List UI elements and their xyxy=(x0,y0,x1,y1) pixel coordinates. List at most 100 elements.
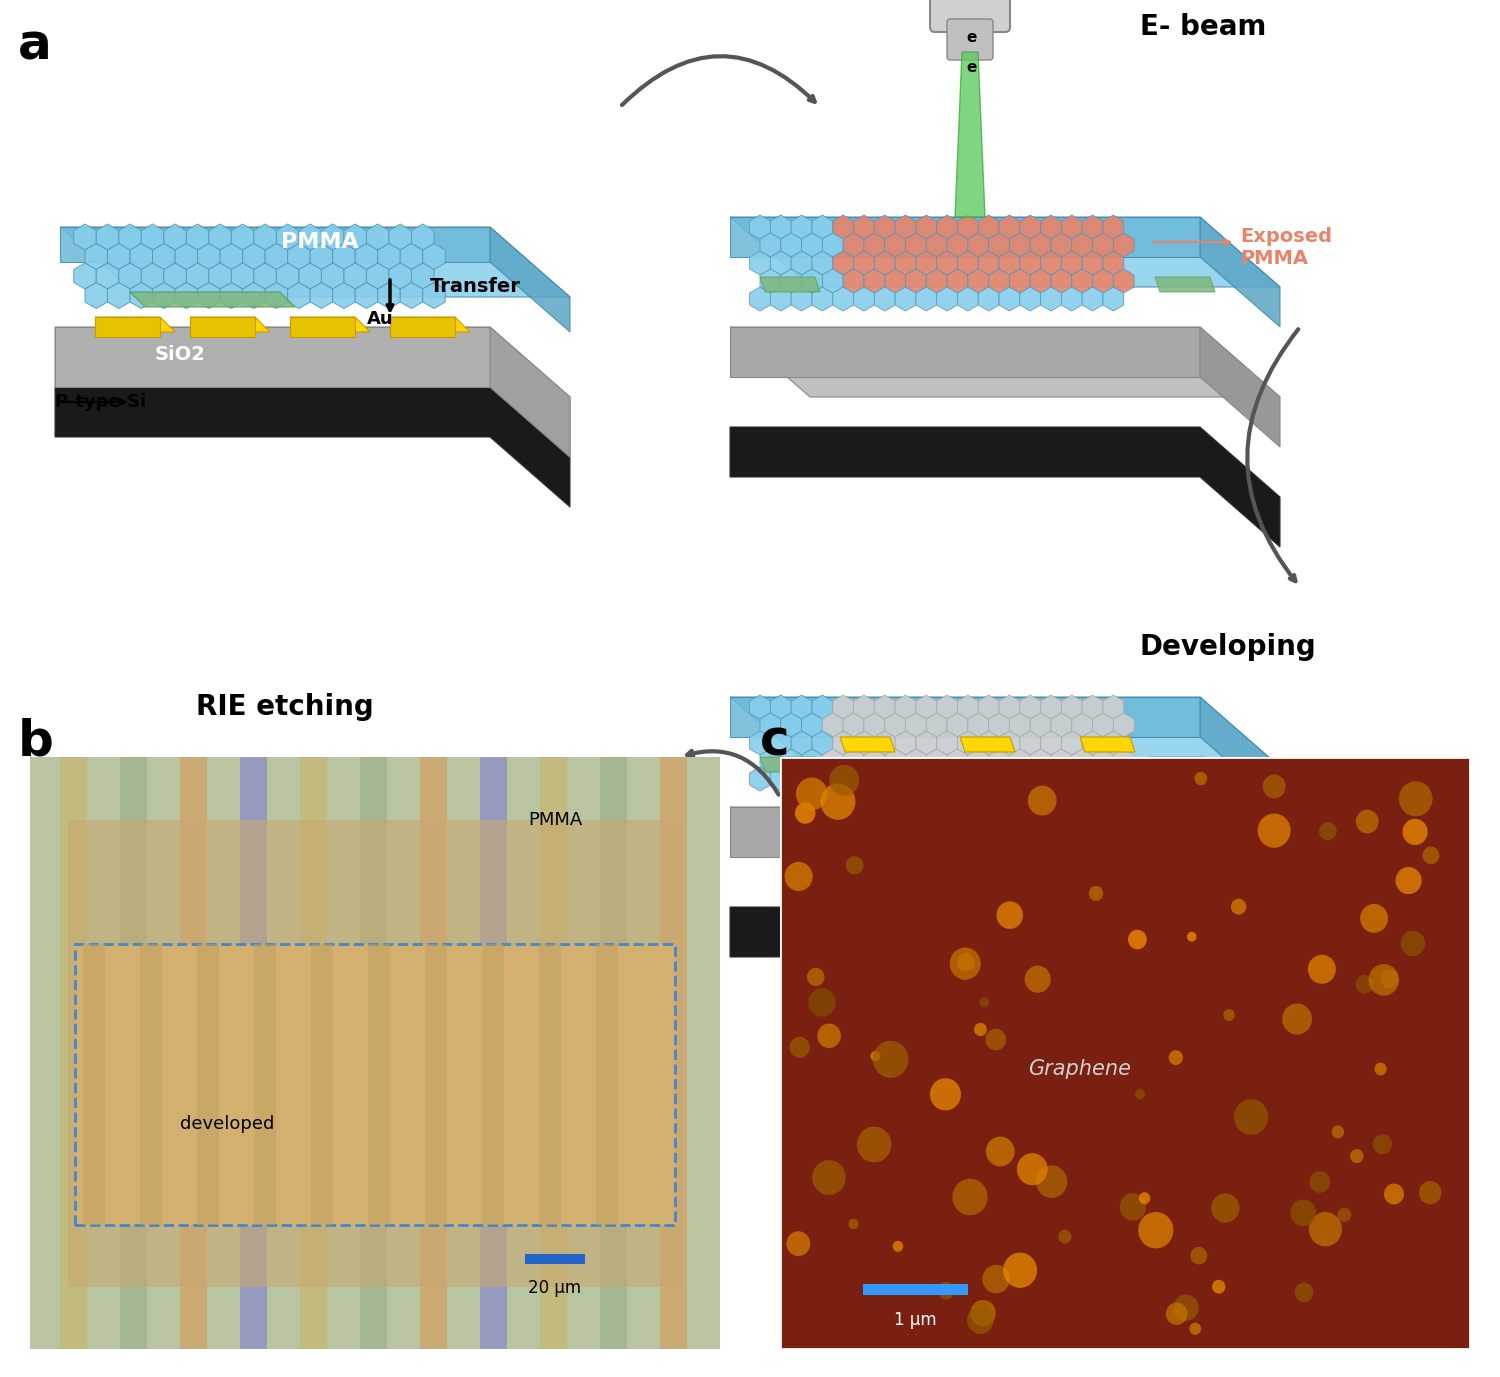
Circle shape xyxy=(812,1161,846,1195)
Circle shape xyxy=(938,1282,954,1300)
Polygon shape xyxy=(290,317,370,332)
Circle shape xyxy=(1089,885,1102,901)
Polygon shape xyxy=(730,697,1280,767)
Text: PMMA: PMMA xyxy=(528,811,582,829)
Circle shape xyxy=(796,778,828,810)
Text: Graphene: Graphene xyxy=(1029,1059,1131,1080)
Circle shape xyxy=(1374,1063,1386,1075)
Bar xyxy=(420,757,447,1349)
Circle shape xyxy=(1004,1253,1036,1287)
Polygon shape xyxy=(730,326,1200,377)
Circle shape xyxy=(1310,1212,1342,1246)
Polygon shape xyxy=(64,772,203,789)
Polygon shape xyxy=(1155,277,1215,292)
Bar xyxy=(75,945,675,1224)
Bar xyxy=(82,945,105,1224)
Text: P-type Si: P-type Si xyxy=(56,392,146,410)
Text: b: b xyxy=(18,717,54,766)
Circle shape xyxy=(892,1241,903,1252)
Bar xyxy=(660,757,687,1349)
Polygon shape xyxy=(130,292,296,307)
Circle shape xyxy=(873,1041,909,1078)
Circle shape xyxy=(1190,1323,1202,1334)
Circle shape xyxy=(1368,964,1400,996)
Text: c: c xyxy=(760,717,789,766)
Polygon shape xyxy=(56,326,570,457)
Polygon shape xyxy=(1150,757,1210,772)
Circle shape xyxy=(1360,903,1388,932)
Polygon shape xyxy=(490,227,570,332)
Text: E- beam: E- beam xyxy=(1140,12,1266,41)
Polygon shape xyxy=(730,218,1280,286)
Bar xyxy=(310,945,333,1224)
Polygon shape xyxy=(760,757,820,772)
Polygon shape xyxy=(375,772,513,789)
Text: Exposed
PMMA: Exposed PMMA xyxy=(1240,226,1332,267)
Circle shape xyxy=(1401,931,1425,956)
Polygon shape xyxy=(290,317,356,337)
Text: e: e xyxy=(968,59,976,74)
Bar xyxy=(482,945,504,1224)
Circle shape xyxy=(846,856,864,874)
Polygon shape xyxy=(375,772,495,797)
Circle shape xyxy=(1308,954,1336,983)
Polygon shape xyxy=(1200,326,1280,448)
Circle shape xyxy=(818,1023,842,1048)
Circle shape xyxy=(830,764,860,796)
Polygon shape xyxy=(390,317,454,337)
Text: Transfer: Transfer xyxy=(430,278,520,296)
Polygon shape xyxy=(484,807,555,923)
Circle shape xyxy=(1232,899,1246,914)
Polygon shape xyxy=(1080,737,1136,752)
Text: a: a xyxy=(18,22,51,70)
Circle shape xyxy=(986,1029,1006,1051)
Circle shape xyxy=(1234,1099,1268,1135)
Circle shape xyxy=(1059,1230,1071,1243)
Circle shape xyxy=(1422,847,1440,865)
Circle shape xyxy=(1168,1051,1184,1064)
Circle shape xyxy=(1290,1199,1316,1227)
Text: 1 μm: 1 μm xyxy=(894,1311,936,1329)
Circle shape xyxy=(930,1078,962,1110)
Bar xyxy=(196,945,219,1224)
Circle shape xyxy=(1036,1165,1066,1198)
Circle shape xyxy=(1380,969,1398,989)
Text: 20 μm: 20 μm xyxy=(528,1279,582,1297)
Circle shape xyxy=(1028,786,1056,815)
Circle shape xyxy=(1282,1004,1312,1034)
Circle shape xyxy=(974,1023,987,1036)
Circle shape xyxy=(821,784,855,819)
Polygon shape xyxy=(730,807,1200,856)
Text: PMMA: PMMA xyxy=(280,231,358,252)
Bar xyxy=(68,819,682,1287)
Circle shape xyxy=(968,1307,993,1334)
Circle shape xyxy=(1024,965,1051,993)
Circle shape xyxy=(849,1219,858,1230)
Circle shape xyxy=(1350,1148,1364,1164)
Circle shape xyxy=(1191,1246,1208,1264)
Circle shape xyxy=(1120,1192,1146,1220)
Bar xyxy=(120,757,147,1349)
Circle shape xyxy=(970,1300,996,1326)
Polygon shape xyxy=(956,52,986,218)
Circle shape xyxy=(996,902,1023,929)
Polygon shape xyxy=(56,907,555,1022)
Polygon shape xyxy=(1200,218,1280,326)
Polygon shape xyxy=(1200,697,1280,807)
Bar xyxy=(60,757,87,1349)
Circle shape xyxy=(1136,1089,1144,1099)
FancyBboxPatch shape xyxy=(930,0,1010,32)
Circle shape xyxy=(1318,822,1336,840)
Circle shape xyxy=(1310,1170,1330,1192)
Circle shape xyxy=(1384,1184,1404,1205)
Circle shape xyxy=(1332,1125,1344,1139)
Polygon shape xyxy=(390,317,470,332)
Text: RIE etching: RIE etching xyxy=(196,693,374,722)
Polygon shape xyxy=(730,326,1280,397)
Circle shape xyxy=(980,997,988,1008)
Polygon shape xyxy=(64,772,184,797)
Bar xyxy=(862,1283,968,1294)
Circle shape xyxy=(1294,1282,1314,1303)
Circle shape xyxy=(986,1136,1014,1166)
Polygon shape xyxy=(56,326,491,387)
